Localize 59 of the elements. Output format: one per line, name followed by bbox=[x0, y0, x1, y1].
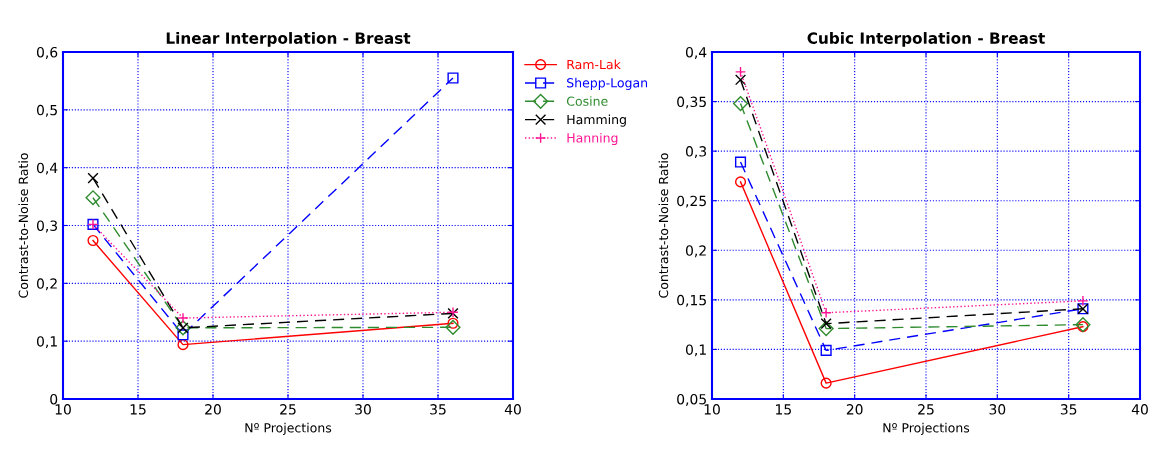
y-tick-label: 0,3 bbox=[36, 220, 58, 233]
x-tick-label: 20 bbox=[846, 404, 863, 415]
y-tick-label: 0,2 bbox=[685, 245, 706, 258]
point bbox=[87, 234, 99, 247]
y-tick-label: 0 bbox=[50, 393, 58, 405]
y-tick-label: 0,15 bbox=[677, 294, 706, 307]
point bbox=[820, 377, 832, 389]
x-tick-label: 30 bbox=[989, 404, 1006, 415]
x-tick-label: 15 bbox=[130, 404, 146, 415]
y-tick-label: 0,5 bbox=[36, 104, 57, 117]
y-tick-label: 0,4 bbox=[685, 46, 707, 59]
legend-label: Shepp-Logan bbox=[567, 77, 648, 90]
y-tick-label: 0,3 bbox=[685, 146, 707, 159]
y-tick-label: 0,6 bbox=[36, 46, 58, 59]
x-tick-label: 35 bbox=[430, 404, 446, 415]
x-tick-label: 25 bbox=[918, 404, 934, 415]
x-tick-label: 10 bbox=[55, 404, 71, 415]
y-tick-label: 0,1 bbox=[685, 344, 706, 357]
y-tick-label: 0,2 bbox=[36, 278, 57, 291]
point bbox=[445, 319, 461, 335]
legend-label: Hanning bbox=[567, 132, 618, 145]
legend-label: Ram-Lak bbox=[567, 59, 621, 70]
point bbox=[732, 95, 749, 112]
point bbox=[1075, 317, 1091, 333]
x-tick-label: 20 bbox=[205, 404, 221, 415]
point bbox=[734, 156, 747, 168]
x-tick-label: 40 bbox=[1131, 404, 1148, 415]
point bbox=[734, 66, 747, 78]
point bbox=[177, 339, 189, 351]
y-axis-title: Contrast-to-Noise Ratio bbox=[18, 153, 29, 298]
point bbox=[820, 344, 832, 356]
point bbox=[734, 176, 747, 188]
y-tick-label: 0,05 bbox=[677, 393, 706, 406]
x-tick-label: 30 bbox=[355, 404, 371, 415]
x-tick-label: 15 bbox=[776, 404, 791, 415]
x-axis-title: Nº Projections bbox=[883, 422, 970, 435]
point bbox=[820, 307, 832, 319]
x-axis-title: Nº Projections bbox=[245, 422, 332, 435]
chart-title: Linear Interpolation - Breast bbox=[166, 32, 411, 47]
point bbox=[87, 172, 99, 184]
y-tick-label: 0,4 bbox=[36, 162, 58, 175]
point bbox=[447, 72, 459, 84]
point bbox=[1077, 295, 1089, 307]
x-tick-label: 25 bbox=[280, 404, 296, 415]
chart-title: Cubic Interpolation - Breast bbox=[807, 32, 1045, 47]
legend-label: Hamming bbox=[567, 114, 626, 127]
point bbox=[734, 74, 747, 86]
legend-label: Cosine bbox=[566, 96, 608, 106]
point bbox=[818, 321, 834, 337]
x-tick-label: 40 bbox=[504, 404, 521, 415]
y-tick-label: 0,1 bbox=[36, 336, 57, 349]
point bbox=[177, 329, 189, 341]
y-axis-title: Contrast-to-Noise Ratio bbox=[658, 153, 669, 298]
point bbox=[85, 190, 101, 206]
x-tick-label: 10 bbox=[704, 404, 720, 415]
point bbox=[177, 312, 189, 324]
y-tick-label: 0,25 bbox=[677, 195, 706, 208]
x-tick-label: 35 bbox=[1060, 404, 1077, 415]
y-tick-label: 0,35 bbox=[677, 96, 706, 109]
